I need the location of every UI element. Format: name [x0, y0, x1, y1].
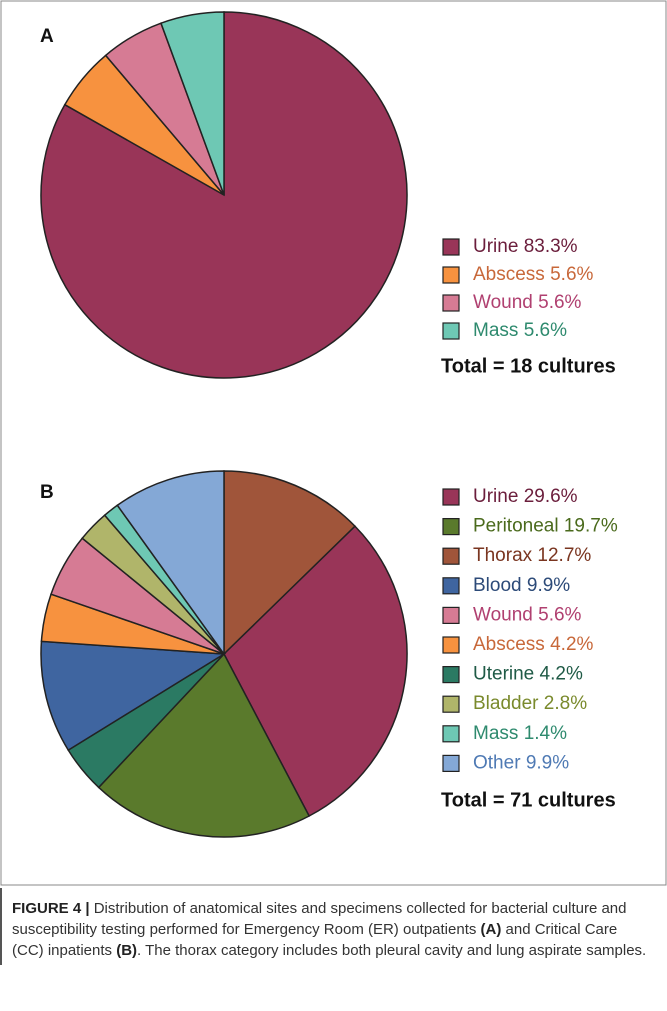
panel-label: A — [40, 26, 54, 47]
legend-name: Abscess — [473, 634, 545, 655]
legend-name: Mass — [473, 723, 518, 744]
total-note: Total = 18 cultures — [441, 355, 616, 377]
legend-swatch — [442, 754, 460, 773]
pie-slice — [116, 470, 225, 657]
legend-value: 4.2% — [550, 634, 593, 655]
legend-entry: Blood 9.9% — [473, 575, 570, 596]
legend-name: Mass — [473, 320, 518, 341]
legend-name: Blood — [473, 575, 522, 596]
legend-entry: Peritoneal 19.7% — [473, 516, 618, 537]
legend-value: 5.6% — [550, 264, 593, 285]
legend-name: Urine — [473, 486, 518, 507]
caption-text: and Critical Care (CC) inpatients — [12, 921, 618, 959]
legend-value: 5.6% — [538, 604, 581, 625]
legend-name: Bladder — [473, 693, 539, 714]
total-note: Total = 71 cultures — [441, 789, 616, 811]
legend-entry: Wound 5.6% — [473, 292, 582, 313]
legend-swatch — [442, 725, 460, 743]
legend-swatch — [442, 577, 460, 595]
legend-swatch — [442, 238, 460, 256]
legend-entry: Other 9.9% — [473, 752, 569, 773]
legend-entry: Mass 5.6% — [473, 320, 567, 341]
legend-swatch — [442, 266, 460, 284]
legend-swatch — [442, 322, 460, 340]
legend-value: 2.8% — [544, 693, 587, 714]
legend-swatch — [442, 606, 460, 625]
caption-text: (A) — [480, 921, 502, 938]
legend-value: 9.9% — [526, 752, 569, 773]
legend-value: 83.3% — [524, 236, 578, 257]
legend-swatch — [442, 517, 460, 536]
legend-swatch — [442, 695, 460, 713]
caption-text: (B) — [116, 942, 138, 959]
pie-slice — [40, 640, 227, 752]
legend-entry: Wound 5.6% — [473, 604, 582, 625]
legend-entry: Abscess 5.6% — [473, 264, 594, 285]
figure-border — [0, 0, 667, 886]
legend-name: Wound — [473, 292, 533, 313]
legend-swatch — [442, 665, 460, 684]
legend-entry: Urine 29.6% — [473, 486, 578, 507]
pie-slice — [97, 652, 311, 838]
legend-name: Urine — [473, 236, 518, 257]
pie-slice — [223, 470, 357, 656]
legend-entry: Thorax 12.7% — [473, 545, 591, 566]
legend-swatch — [442, 547, 460, 565]
legend-value: 12.7% — [537, 545, 591, 566]
legend-entry: Bladder 2.8% — [473, 693, 587, 714]
legend-entry: Uterine 4.2% — [473, 664, 583, 685]
legend-entry: Urine 83.3% — [473, 236, 578, 257]
legend-value: 5.6% — [538, 292, 581, 313]
caption-text: Distribution of anatomical sites and spe… — [12, 900, 627, 938]
legend-swatch — [442, 636, 460, 654]
caption-text: FIGURE 4 | — [12, 900, 90, 917]
legend-entry: Abscess 4.2% — [473, 634, 594, 655]
legend-name: Peritoneal — [473, 516, 559, 537]
legend-entry: Mass 1.4% — [473, 723, 567, 744]
legend-value: 29.6% — [524, 486, 578, 507]
legend-name: Other — [473, 752, 521, 773]
legend-swatch — [442, 294, 460, 312]
caption-text: . The thorax category includes both pleu… — [137, 942, 647, 959]
legend-value: 9.9% — [527, 575, 570, 596]
legend-name: Uterine — [473, 664, 534, 685]
legend-name: Thorax — [473, 545, 533, 566]
legend-name: Abscess — [473, 264, 545, 285]
panel-label: B — [40, 482, 54, 503]
caption: FIGURE 4 | Distribution of anatomical si… — [0, 888, 652, 965]
legend-value: 4.2% — [540, 664, 583, 685]
legend-value: 1.4% — [524, 723, 567, 744]
legend-name: Wound — [473, 604, 533, 625]
legend-swatch — [442, 488, 460, 506]
legend-value: 19.7% — [564, 516, 618, 537]
legend-value: 5.6% — [524, 320, 567, 341]
pie-slice — [160, 11, 225, 196]
pie-slice — [223, 525, 408, 818]
